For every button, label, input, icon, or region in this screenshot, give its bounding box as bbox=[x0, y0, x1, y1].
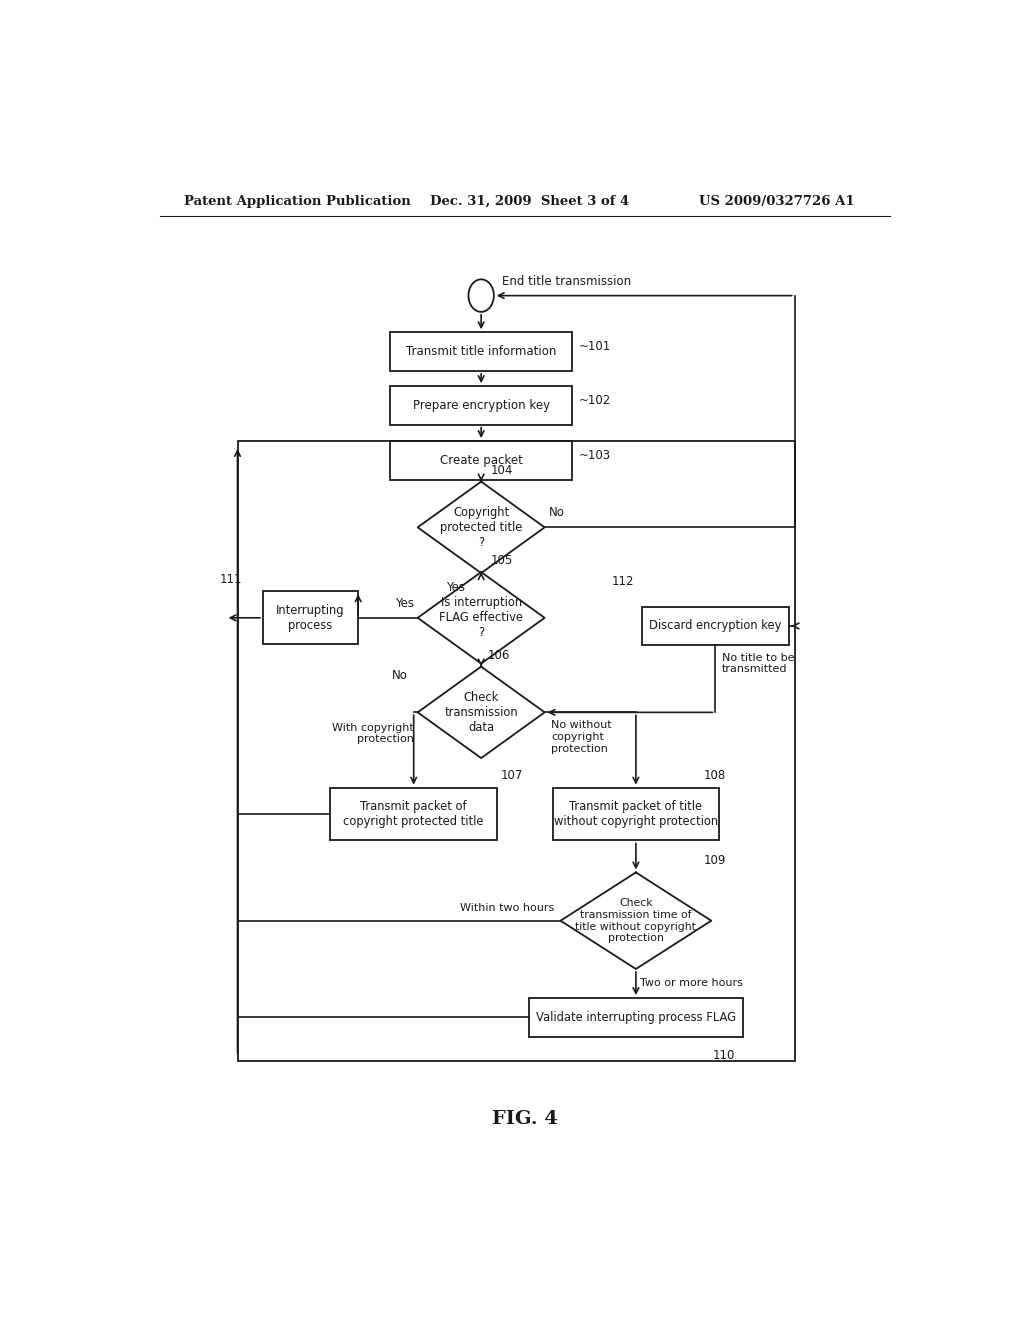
Text: Is interruption
FLAG effective
?: Is interruption FLAG effective ? bbox=[439, 597, 523, 639]
Text: Patent Application Publication: Patent Application Publication bbox=[183, 194, 411, 207]
Text: 110: 110 bbox=[713, 1049, 735, 1061]
Text: 109: 109 bbox=[703, 854, 726, 867]
Text: 108: 108 bbox=[703, 770, 726, 783]
Bar bbox=[390, 333, 572, 371]
Text: Transmit packet of
copyright protected title: Transmit packet of copyright protected t… bbox=[343, 800, 484, 828]
Text: ~102: ~102 bbox=[579, 393, 611, 407]
Text: Transmit title information: Transmit title information bbox=[406, 345, 556, 358]
Bar bbox=[390, 441, 572, 479]
Text: No: No bbox=[549, 507, 564, 519]
Text: FIG. 4: FIG. 4 bbox=[492, 1110, 558, 1127]
Text: Check
transmission
data: Check transmission data bbox=[444, 690, 518, 734]
Text: 105: 105 bbox=[490, 554, 513, 568]
Text: Prepare encryption key: Prepare encryption key bbox=[413, 399, 550, 412]
Text: 104: 104 bbox=[490, 463, 513, 477]
Text: Copyright
protected title
?: Copyright protected title ? bbox=[440, 506, 522, 549]
Bar bbox=[390, 385, 572, 425]
Text: End title transmission: End title transmission bbox=[502, 276, 631, 289]
Text: Transmit packet of title
without copyright protection: Transmit packet of title without copyrig… bbox=[554, 800, 718, 828]
Bar bbox=[528, 998, 743, 1036]
Text: ~101: ~101 bbox=[579, 341, 611, 352]
Text: ~103: ~103 bbox=[579, 449, 611, 462]
Bar bbox=[238, 441, 795, 1061]
Text: No: No bbox=[392, 669, 409, 681]
Text: Within two hours: Within two hours bbox=[460, 903, 554, 912]
Text: No without
copyright
protection: No without copyright protection bbox=[551, 721, 611, 754]
Text: With copyright
protection: With copyright protection bbox=[332, 722, 414, 744]
Text: Check
transmission time of
title without copyright
protection: Check transmission time of title without… bbox=[575, 899, 696, 942]
Text: Yes: Yes bbox=[446, 581, 465, 594]
Text: Yes: Yes bbox=[394, 597, 414, 610]
Text: Interrupting
process: Interrupting process bbox=[276, 603, 345, 632]
Bar bbox=[642, 607, 788, 645]
Bar bbox=[553, 788, 719, 841]
Bar bbox=[263, 591, 358, 644]
Text: Discard encryption key: Discard encryption key bbox=[649, 619, 781, 632]
Text: No title to be
transmitted: No title to be transmitted bbox=[722, 653, 795, 675]
Text: US 2009/0327726 A1: US 2009/0327726 A1 bbox=[699, 194, 855, 207]
Text: Dec. 31, 2009  Sheet 3 of 4: Dec. 31, 2009 Sheet 3 of 4 bbox=[430, 194, 629, 207]
Text: 112: 112 bbox=[611, 576, 634, 589]
Text: 111: 111 bbox=[219, 573, 242, 586]
Text: Create packet: Create packet bbox=[439, 454, 522, 467]
Text: Two or more hours: Two or more hours bbox=[640, 978, 742, 989]
Text: 107: 107 bbox=[501, 770, 523, 783]
Text: Validate interrupting process FLAG: Validate interrupting process FLAG bbox=[536, 1011, 736, 1024]
Text: 106: 106 bbox=[487, 648, 510, 661]
Bar bbox=[331, 788, 497, 841]
